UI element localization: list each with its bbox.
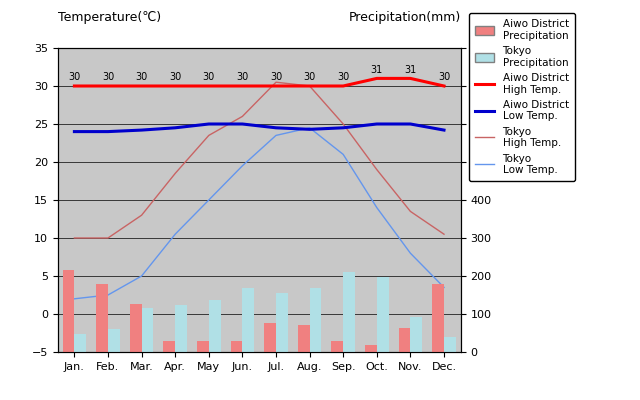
Bar (130, 304, 141, 352)
Bar (377, 277, 388, 352)
Bar (230, 341, 243, 352)
Text: 30: 30 (203, 72, 215, 82)
Bar (298, 325, 310, 352)
Bar (332, 341, 343, 352)
Bar (343, 272, 355, 352)
Bar (432, 284, 444, 352)
Text: 30: 30 (236, 72, 248, 82)
Text: 30: 30 (68, 72, 81, 82)
Bar (365, 345, 377, 352)
Text: 30: 30 (270, 72, 282, 82)
Bar (96, 284, 108, 352)
Bar (63, 270, 74, 352)
Text: 30: 30 (438, 72, 450, 82)
Bar (197, 341, 209, 352)
Text: 30: 30 (136, 72, 148, 82)
Bar (243, 288, 254, 352)
Bar (141, 308, 154, 352)
Text: 30: 30 (303, 72, 316, 82)
Text: 30: 30 (337, 72, 349, 82)
Bar (310, 288, 321, 352)
Text: 31: 31 (404, 65, 417, 74)
Bar (163, 341, 175, 352)
Bar (444, 337, 456, 352)
Bar (264, 323, 276, 352)
Text: 31: 31 (371, 65, 383, 74)
Bar (410, 317, 422, 352)
Text: Precipitation(mm): Precipitation(mm) (349, 11, 461, 24)
Text: 30: 30 (102, 72, 114, 82)
Text: 30: 30 (169, 72, 181, 82)
Bar (175, 304, 187, 352)
Bar (399, 328, 410, 352)
Bar (209, 300, 221, 352)
Bar (276, 294, 288, 352)
Text: Temperature(℃): Temperature(℃) (58, 11, 161, 24)
Bar (74, 334, 86, 352)
Bar (108, 329, 120, 352)
Legend: Aiwo District
Precipitation, Tokyo
Precipitation, Aiwo District
High Temp., Aiwo: Aiwo District Precipitation, Tokyo Preci… (469, 13, 575, 181)
